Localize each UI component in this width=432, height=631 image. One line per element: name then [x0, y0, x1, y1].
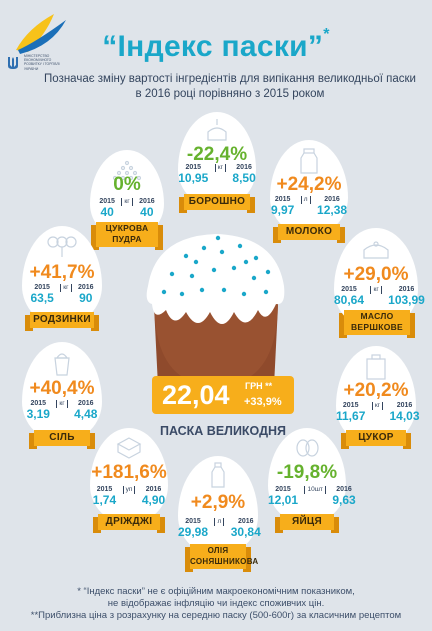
price-pair: 2015 12,01 10шт 2016 9,63	[268, 486, 356, 507]
change-percent: +29,0%	[343, 264, 409, 285]
price-unit: ГРН **	[245, 381, 273, 391]
price-pair: 2015 40 кг 2016 40	[99, 198, 155, 219]
page-title: “Індекс паски”*	[102, 26, 330, 63]
change-percent: 0%	[113, 174, 141, 195]
oil-icon	[211, 462, 225, 488]
change-percent: +41,7%	[29, 262, 95, 283]
egg-flour: -22,4% 2015 10,95 кг 2016 8,50	[178, 112, 256, 208]
ministry-logo	[16, 14, 66, 54]
subtitle: Позначає зміну вартості інгредієнтів для…	[44, 73, 416, 100]
footnote-3: **Приблизна ціна з розрахунку на середню…	[30, 610, 402, 621]
raisins-icon	[47, 236, 77, 257]
label-butter: МАСЛО ВЕРШКОВЕ	[339, 310, 415, 338]
change-percent: +20,2%	[343, 380, 409, 401]
label-sugar: ЦУКОР	[341, 430, 411, 449]
egg-oil: +2,9% 2015 29,98 л 2016 30,84	[178, 456, 261, 556]
easter-cake-illustration	[146, 234, 285, 394]
price-pair: 2015 11,67 кг 2016 14,03	[336, 402, 420, 423]
price-pair: 2015 80,64 кг 2016 103,99	[334, 286, 425, 307]
butter-icon	[363, 241, 389, 259]
label-yeast: ДРІЖДЖІ	[93, 514, 165, 533]
sugar-icon	[366, 354, 386, 380]
price-change: +33,9%	[244, 396, 282, 408]
change-percent: -22,4%	[186, 144, 248, 165]
price-pair: 2015 10,95 кг 2016 8,50	[178, 164, 256, 185]
egg-eggs: -19,8% 2015 12,01 10шт 2016 9,63	[268, 428, 356, 524]
price-pair: 2015 63,5 кг 2016 90	[30, 284, 94, 305]
price-pair: 2015 3,19 кг 2016 4,48	[26, 400, 98, 421]
total-price: 22,04	[162, 380, 230, 410]
change-percent: +40,4%	[29, 378, 95, 399]
eggs-icon	[296, 439, 319, 457]
trident-icon	[8, 57, 18, 69]
label-flour: БОРОШНО	[179, 194, 255, 213]
change-percent: -19,8%	[276, 462, 338, 483]
paska-label: ПАСКА ВЕЛИКОДНЯ	[159, 424, 287, 438]
egg-salt: +40,4% 2015 3,19 кг 2016 4,48	[22, 342, 102, 442]
total-price-box: 22,04 ГРН ** +33,9%	[152, 376, 294, 414]
salt-icon	[54, 353, 70, 376]
change-percent: +24,2%	[276, 174, 342, 195]
price-pair: 2015 29,98 л 2016 30,84	[178, 518, 261, 539]
price-pair: 2015 9,97 л 2016 12,38	[270, 196, 348, 217]
egg-raisins: +41,7% 2015 63,5 кг 2016 90	[22, 226, 102, 326]
ministry-name: МІНІСТЕРСТВО ЕКОНОМІЧНОГО РОЗВИТКУ І ТОР…	[24, 54, 60, 71]
yeast-icon	[116, 437, 142, 459]
price-pair: 2015 1,74 уп 2016 4,90	[92, 486, 166, 507]
change-percent: +2,9%	[190, 492, 246, 513]
label-eggs: ЯЙЦЯ	[275, 514, 339, 533]
change-percent: +181,6%	[91, 462, 167, 483]
flour-icon	[207, 119, 227, 141]
egg-yeast: +181,6% 2015 1,74 уп 2016 4,90	[90, 428, 168, 524]
egg-sugar: +20,2% 2015 11,67 кг 2016 14,03	[336, 346, 420, 446]
label-raisins: РОДЗИНКИ	[25, 312, 99, 331]
egg-milk: +24,2% 2015 9,97 л 2016 12,38	[270, 140, 348, 236]
footnote-2: не відображає інфляцію чи індекс споживч…	[107, 598, 325, 609]
milk-icon	[300, 148, 318, 174]
label-salt: СІЛЬ	[29, 430, 95, 449]
label-oil: ОЛІЯ СОНЯШНИКОВА	[185, 544, 258, 572]
sugar-powder-icon	[113, 160, 141, 181]
footnote-1: * “Індекс паски” не є офіційним макроеко…	[77, 586, 355, 597]
